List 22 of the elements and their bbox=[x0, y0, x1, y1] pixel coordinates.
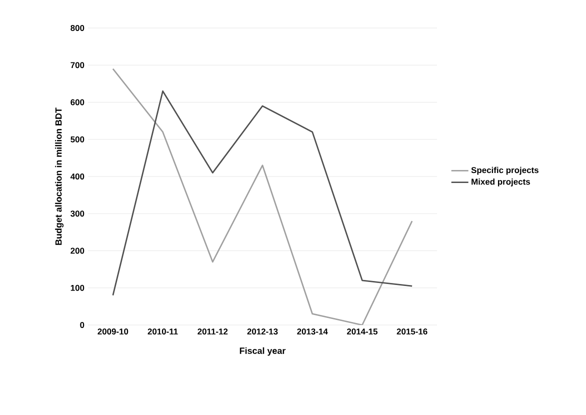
y-tick-label: 500 bbox=[70, 136, 84, 142]
x-tick-label: 2009-10 bbox=[98, 328, 128, 335]
y-tick-label: 600 bbox=[70, 99, 84, 106]
x-axis-title: Fiscal year bbox=[240, 347, 286, 356]
y-tick-label: 0 bbox=[80, 322, 84, 328]
x-tick-label: 2010-11 bbox=[148, 328, 178, 335]
x-tick-label: 2014-15 bbox=[346, 328, 378, 335]
legend-label: Mixed projects bbox=[472, 178, 530, 186]
x-tick-label: 2015-16 bbox=[396, 328, 428, 335]
y-axis-title: Budget allocation in million BDT bbox=[55, 108, 64, 245]
legend-label: Specific projects bbox=[471, 166, 538, 175]
line-series bbox=[112, 68, 413, 325]
x-tick-label: 2011-12 bbox=[198, 328, 228, 335]
y-tick-label: 400 bbox=[70, 174, 84, 180]
x-tick-label: 2013-14 bbox=[297, 328, 328, 335]
y-tick-label: 700 bbox=[70, 62, 84, 68]
y-tick-label: 100 bbox=[70, 284, 84, 291]
x-tick-label: 2012-13 bbox=[247, 328, 278, 335]
y-tick-label: 800 bbox=[70, 25, 84, 31]
line-series bbox=[112, 90, 413, 296]
y-tick-label: 300 bbox=[70, 210, 84, 217]
y-tick-label: 200 bbox=[70, 248, 84, 254]
